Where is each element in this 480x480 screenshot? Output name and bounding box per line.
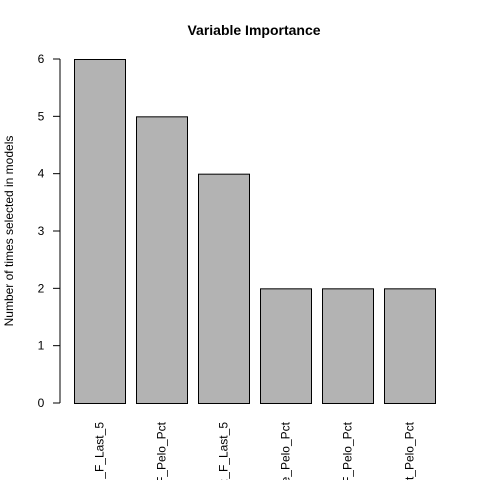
y-axis-label: Number of times selected in models: [2, 136, 16, 327]
y-tick-label: 3: [38, 224, 45, 238]
bar: [384, 288, 436, 405]
y-axis: 0 1 2 3 4 5 6: [38, 52, 61, 410]
x-tick-label: F_Pelo_Pct: [155, 421, 169, 480]
x-tick-label: F_Pelo_Pct: [341, 421, 355, 480]
bar: [198, 173, 250, 404]
x-tick-label: _F_Last_5: [93, 422, 107, 480]
bar: [322, 288, 374, 405]
x-tick-labels: _F_Last_5 F_Pelo_Pct :_F_Last_5 e_Pelo_Pct F…: [93, 421, 417, 480]
y-tick-label: 1: [38, 339, 45, 353]
x-tick-label: t_Pelo_Pct: [403, 421, 417, 480]
bar: [74, 59, 126, 404]
chart-title: Variable Importance: [187, 22, 320, 38]
y-tick-label: 2: [38, 281, 45, 295]
y-tick-label: 6: [38, 52, 45, 66]
bars: [74, 59, 436, 405]
bar: [136, 116, 188, 404]
x-tick-label: e_Pelo_Pct: [279, 421, 293, 480]
y-tick-label: 4: [38, 167, 45, 181]
x-tick-label: :_F_Last_5: [217, 422, 231, 480]
bar: [260, 288, 312, 405]
y-tick-label: 0: [38, 396, 45, 410]
y-tick-label: 5: [38, 109, 45, 123]
